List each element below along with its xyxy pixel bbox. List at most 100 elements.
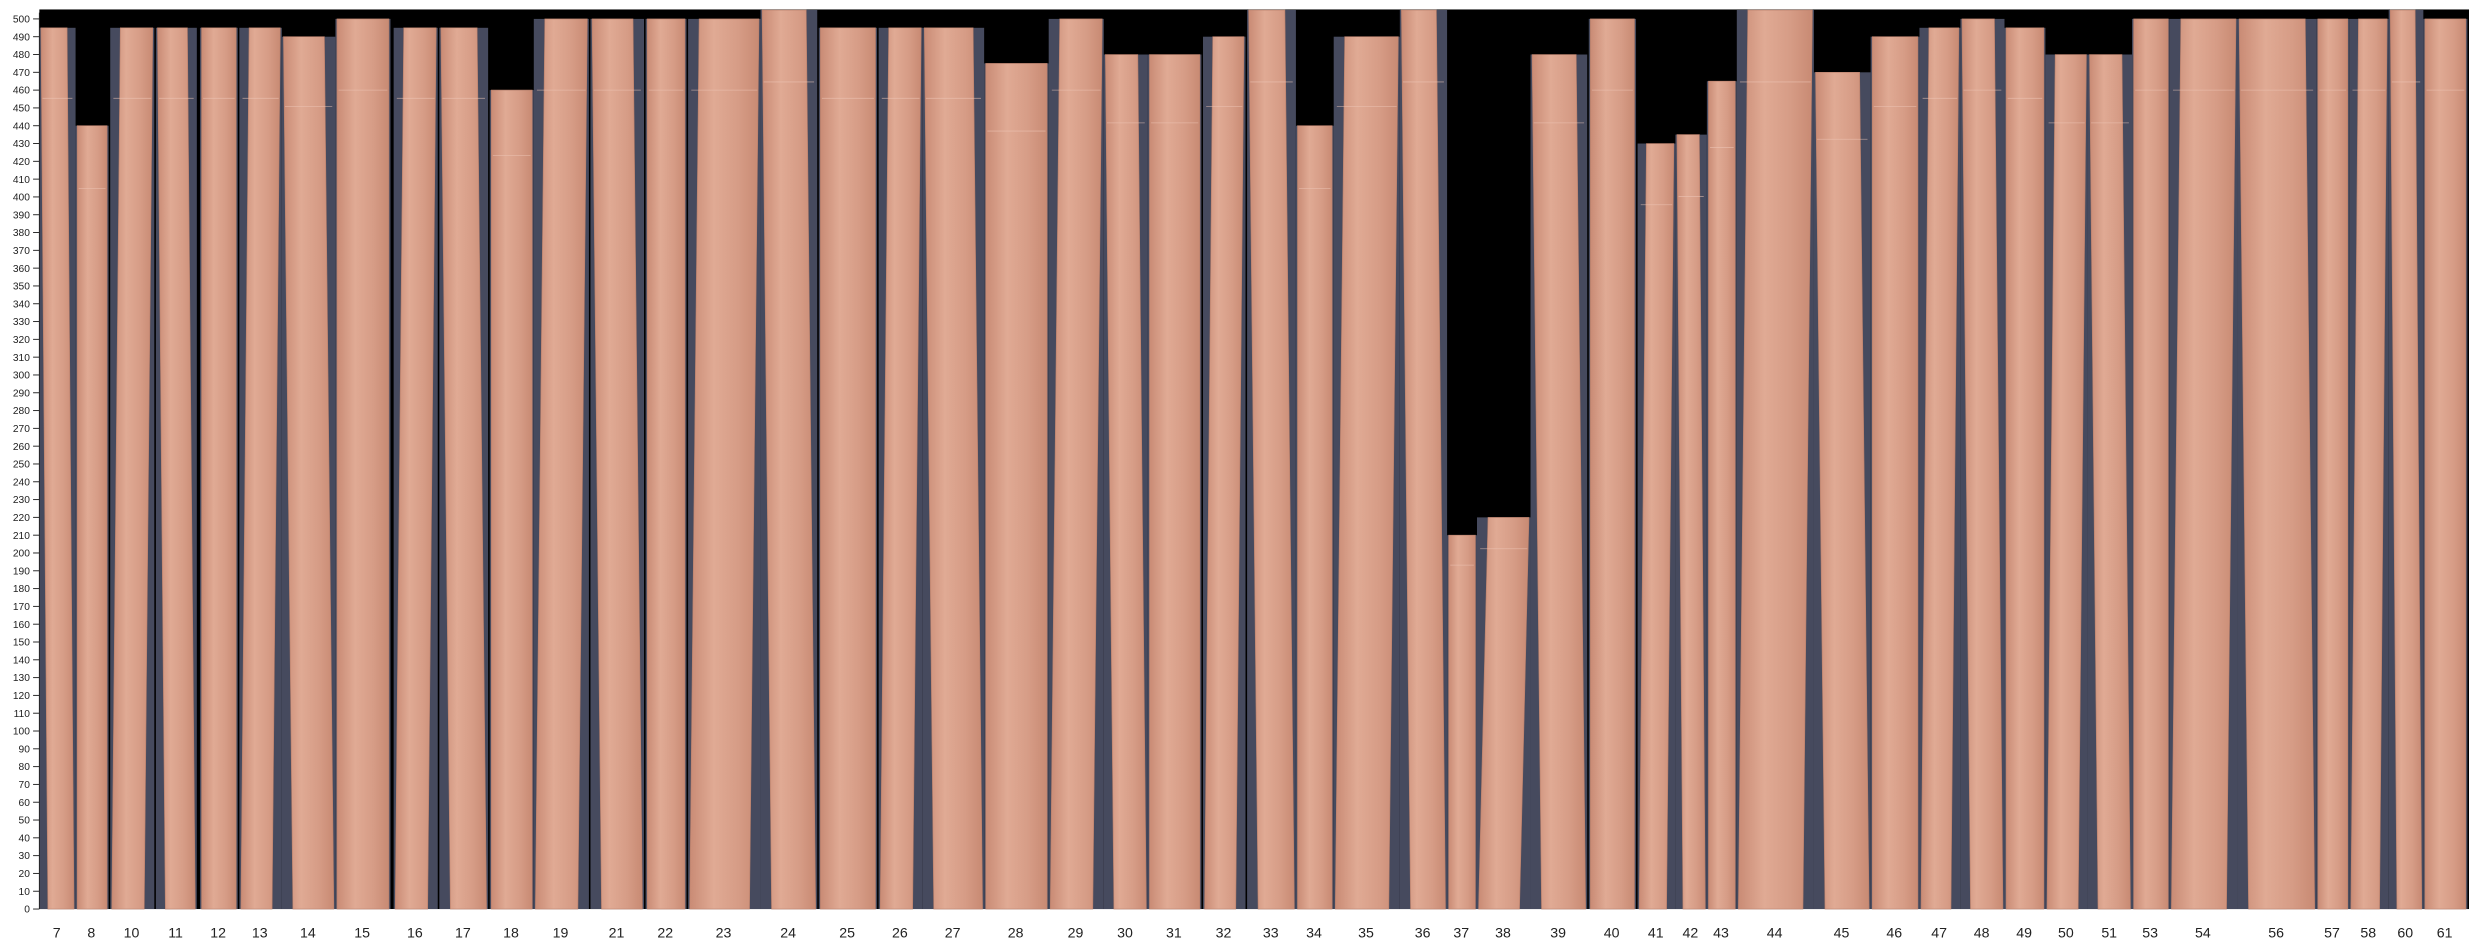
bar-51 bbox=[2087, 54, 2133, 910]
y-tick-label: 420 bbox=[13, 157, 30, 168]
y-tick-label: 20 bbox=[19, 869, 31, 880]
bar-61 bbox=[2423, 18, 2468, 910]
y-tick-label: 30 bbox=[19, 851, 31, 862]
y-tick-label: 470 bbox=[13, 68, 30, 79]
bar-veneer bbox=[985, 63, 1048, 910]
bar-28 bbox=[984, 63, 1049, 910]
y-tick-label: 320 bbox=[13, 335, 30, 346]
bar-veneer bbox=[646, 18, 686, 910]
x-tick-label: 61 bbox=[2437, 925, 2453, 941]
bar-veneer bbox=[2133, 18, 2169, 910]
y-tick-label: 40 bbox=[19, 833, 31, 844]
bar-47 bbox=[1919, 27, 1961, 910]
bar-veneer bbox=[2046, 54, 2087, 910]
y-tick-label: 430 bbox=[13, 139, 30, 150]
x-tick-label: 41 bbox=[1648, 925, 1664, 941]
x-tick-label: 43 bbox=[1713, 925, 1729, 941]
bar-29 bbox=[1048, 18, 1104, 910]
bar-veneer bbox=[689, 18, 760, 910]
bar-veneer bbox=[1531, 54, 1586, 910]
bar-13 bbox=[239, 27, 282, 910]
bar-veneer bbox=[440, 27, 487, 910]
y-tick-label: 310 bbox=[13, 353, 30, 364]
x-tick-label: 46 bbox=[1886, 925, 1902, 941]
bar-44 bbox=[1736, 9, 1814, 910]
bar-veneer bbox=[1676, 134, 1706, 910]
x-tick-label: 29 bbox=[1068, 925, 1084, 941]
y-tick-label: 80 bbox=[19, 762, 31, 773]
y-axis: 0 10 20 30 40 50 60 70 80 90 100 110 120 130 140 150 160… bbox=[13, 12, 40, 916]
bar-54 bbox=[2169, 18, 2238, 910]
bar-veneer bbox=[535, 18, 588, 910]
bar-veneer bbox=[1815, 71, 1870, 910]
x-tick-label: 54 bbox=[2195, 925, 2211, 941]
bar-veneer bbox=[1708, 80, 1736, 910]
y-tick-label: 440 bbox=[13, 121, 30, 132]
bar-veneer bbox=[240, 27, 281, 910]
x-tick-label: 34 bbox=[1306, 925, 1322, 941]
bar-veneer bbox=[2005, 27, 2045, 910]
bar-11 bbox=[155, 27, 197, 910]
bar-veneer bbox=[1248, 9, 1295, 910]
x-tick-label: 8 bbox=[87, 925, 95, 941]
x-tick-label: 30 bbox=[1117, 925, 1133, 941]
x-tick-label: 40 bbox=[1604, 925, 1620, 941]
bar-18 bbox=[489, 89, 534, 910]
bar-veneer bbox=[1448, 534, 1476, 910]
y-tick-label: 450 bbox=[13, 104, 30, 115]
x-tick-label: 48 bbox=[1974, 925, 1990, 941]
bar-10 bbox=[110, 27, 155, 910]
y-tick-label: 210 bbox=[13, 531, 30, 542]
bar-veneer bbox=[923, 27, 983, 910]
x-tick-label: 37 bbox=[1453, 925, 1469, 941]
x-tick-label: 42 bbox=[1682, 925, 1698, 941]
y-tick-label: 190 bbox=[13, 566, 30, 577]
bar-60 bbox=[2388, 9, 2424, 910]
y-tick-label: 280 bbox=[13, 406, 30, 417]
x-tick-label: 13 bbox=[252, 925, 268, 941]
bar-17 bbox=[439, 27, 489, 910]
bar-veneer bbox=[336, 18, 390, 910]
bar-32 bbox=[1203, 36, 1246, 910]
bar-57 bbox=[2316, 18, 2350, 910]
bar-veneer bbox=[1920, 27, 1960, 910]
bar-56 bbox=[2237, 18, 2317, 910]
bar-45 bbox=[1813, 71, 1871, 910]
x-tick-label: 51 bbox=[2101, 925, 2117, 941]
bar-veneer bbox=[1149, 54, 1201, 910]
bar-19 bbox=[533, 18, 589, 910]
bar-veneer bbox=[201, 27, 237, 910]
x-tick-label: 33 bbox=[1263, 925, 1279, 941]
x-tick-label: 32 bbox=[1216, 925, 1232, 941]
x-tick-label: 44 bbox=[1767, 925, 1783, 941]
x-tick-label: 17 bbox=[455, 925, 471, 941]
bar-veneer bbox=[2089, 54, 2131, 910]
bar-53 bbox=[2132, 18, 2170, 910]
bar-veneer bbox=[2171, 18, 2237, 910]
y-tick-label: 50 bbox=[19, 816, 31, 827]
y-tick-label: 90 bbox=[19, 744, 31, 755]
x-tick-label: 18 bbox=[503, 925, 519, 941]
y-tick-label: 400 bbox=[13, 193, 30, 204]
bar-41 bbox=[1637, 143, 1676, 910]
x-tick-label: 39 bbox=[1550, 925, 1566, 941]
bar-veneer bbox=[76, 125, 108, 910]
bar-33 bbox=[1247, 9, 1296, 910]
bar-veneer bbox=[820, 27, 876, 910]
y-tick-label: 200 bbox=[13, 549, 30, 560]
y-tick-label: 360 bbox=[13, 264, 30, 275]
y-tick-label: 350 bbox=[13, 282, 30, 293]
y-tick-label: 290 bbox=[13, 388, 30, 399]
bar-16 bbox=[393, 27, 438, 910]
x-tick-label: 45 bbox=[1834, 925, 1850, 941]
bar-veneer bbox=[1204, 36, 1245, 910]
y-tick-label: 0 bbox=[24, 905, 30, 916]
bar-31 bbox=[1147, 54, 1202, 910]
y-tick-label: 100 bbox=[13, 727, 30, 738]
y-tick-label: 110 bbox=[14, 709, 31, 720]
x-tick-label: 49 bbox=[2016, 925, 2032, 941]
bar-7 bbox=[39, 27, 76, 910]
bar-22 bbox=[645, 18, 687, 910]
bar-veneer bbox=[1049, 18, 1103, 910]
